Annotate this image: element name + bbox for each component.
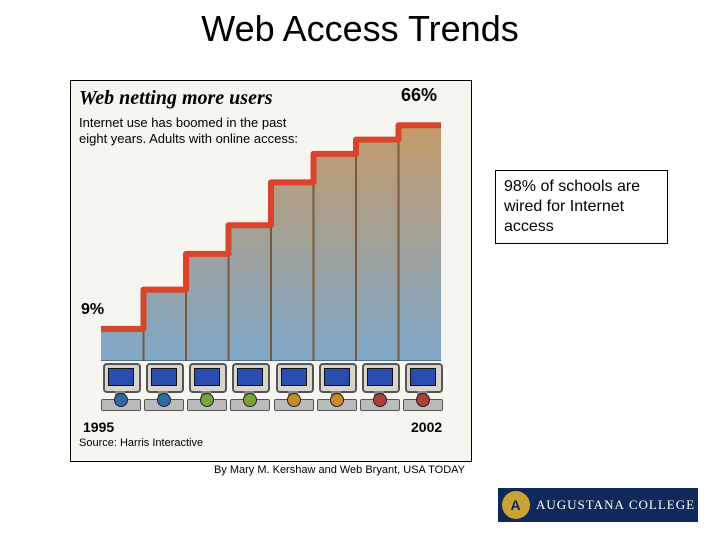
computer-icon <box>101 363 139 415</box>
max-value-label: 66% <box>401 85 437 106</box>
figure-title: Web netting more users <box>79 87 273 110</box>
monitor-icon <box>103 363 141 393</box>
computer-icon <box>187 363 225 415</box>
computer-icon <box>230 363 268 415</box>
x-axis-start-label: 1995 <box>83 419 114 435</box>
callout-box: 98% of schools are wired for Internet ac… <box>495 170 668 244</box>
screen-icon <box>151 368 177 386</box>
screen-icon <box>324 368 350 386</box>
screen-icon <box>281 368 307 386</box>
monitor-icon <box>146 363 184 393</box>
screen-icon <box>108 368 134 386</box>
monitor-icon <box>362 363 400 393</box>
monitor-icon <box>189 363 227 393</box>
computer-icon <box>403 363 441 415</box>
page-title: Web Access Trends <box>0 8 720 50</box>
chart-area <box>101 111 441 361</box>
logo-seal-icon: A <box>502 491 530 519</box>
screen-icon <box>367 368 393 386</box>
person-icon <box>287 393 301 407</box>
computer-icon <box>274 363 312 415</box>
monitor-icon <box>232 363 270 393</box>
screen-icon <box>410 368 436 386</box>
area-chart-svg <box>101 111 441 361</box>
min-value-label: 9% <box>81 301 104 319</box>
monitor-icon <box>276 363 314 393</box>
person-icon <box>330 393 344 407</box>
computer-icon <box>360 363 398 415</box>
byline-text: By Mary M. Kershaw and Web Bryant, USA T… <box>200 464 465 476</box>
callout-text: 98% of schools are wired for Internet ac… <box>504 178 640 235</box>
logo-text-primary: AUGUSTANA <box>536 497 625 513</box>
computer-icons-row <box>101 363 441 415</box>
monitor-icon <box>405 363 443 393</box>
screen-icon <box>194 368 220 386</box>
source-text: Source: Harris Interactive <box>79 437 203 449</box>
person-icon <box>416 393 430 407</box>
chart-figure: Web netting more users Internet use has … <box>70 80 472 462</box>
monitor-icon <box>319 363 357 393</box>
logo-text-secondary: COLLEGE <box>629 497 695 513</box>
computer-icon <box>144 363 182 415</box>
person-icon <box>114 393 128 407</box>
logo-seal-initial: A <box>510 497 521 513</box>
screen-icon <box>237 368 263 386</box>
college-logo: A AUGUSTANA COLLEGE <box>498 488 698 522</box>
person-icon <box>373 393 387 407</box>
x-axis-end-label: 2002 <box>411 419 442 435</box>
computer-icon <box>317 363 355 415</box>
